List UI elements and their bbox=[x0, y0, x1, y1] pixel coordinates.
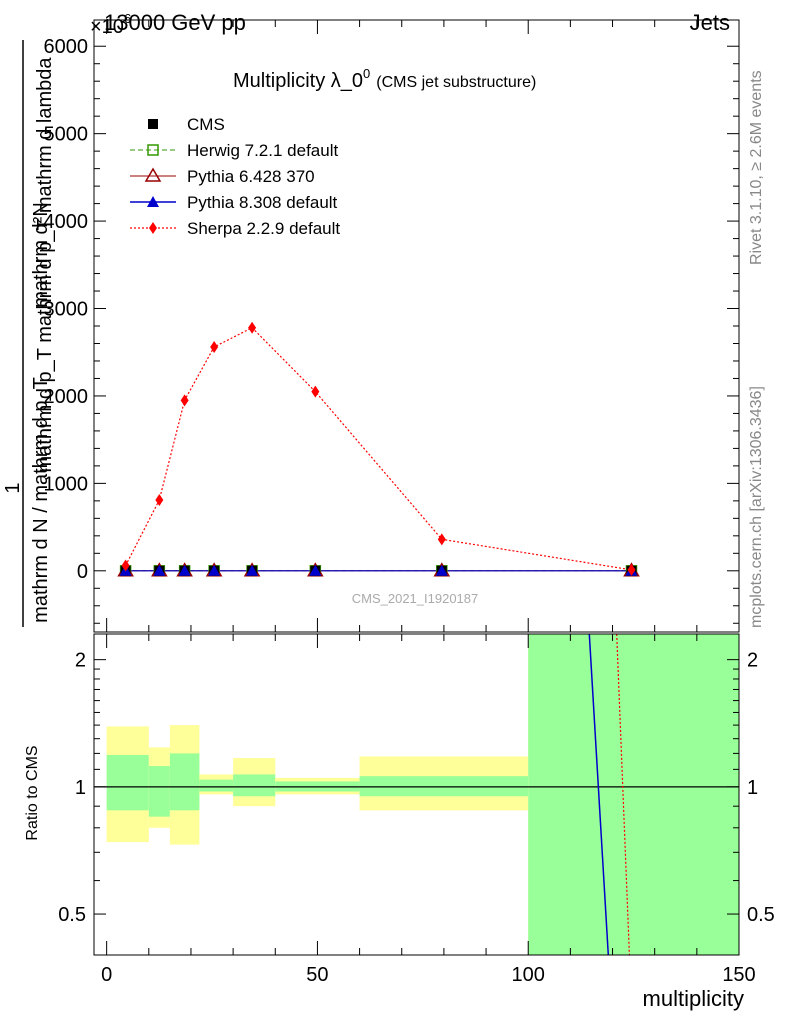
y-exponent-power: 6 bbox=[124, 11, 131, 26]
pythia8-point bbox=[309, 564, 322, 576]
ratio-y-tick-label-right: 1 bbox=[747, 777, 758, 799]
sherpa-point bbox=[121, 559, 130, 572]
legend: CMS Herwig 7.2.1 default Pythia 6.428 370 P… bbox=[130, 115, 340, 238]
energy-label: 13000 GeV pp bbox=[104, 10, 246, 35]
pythia8-point bbox=[153, 564, 166, 576]
pythia8-point bbox=[208, 564, 221, 576]
main-y-tick-label: 3000 bbox=[44, 299, 89, 321]
ratio-lines bbox=[588, 633, 630, 956]
sherpa-point bbox=[437, 533, 446, 546]
chart-title-sup: 0 bbox=[363, 66, 370, 81]
main-frame bbox=[93, 19, 740, 633]
pythia8-point bbox=[246, 564, 259, 576]
legend-label-sherpa: Sherpa 2.2.9 default bbox=[187, 219, 340, 238]
ratio-band-inner bbox=[106, 754, 149, 811]
ratio-panel: 0.5 0.5 1 1 2 2 0 50 100 150 bbox=[58, 20, 775, 986]
main-ylabel-top: mathrm d²N bbox=[30, 202, 52, 308]
ratio-band-inner bbox=[169, 753, 200, 811]
sherpa-point bbox=[627, 563, 636, 576]
sherpa-point bbox=[210, 340, 219, 353]
legend-marker-sherpa bbox=[149, 222, 157, 234]
legend-label-cms: CMS bbox=[187, 115, 225, 134]
mcplots-label: mcplots.cern.ch [arXiv:1306.3436] bbox=[748, 386, 765, 628]
sherpa-line bbox=[125, 326, 632, 571]
x-axis-label: multiplicity bbox=[643, 986, 744, 1011]
ratio-band-inner bbox=[199, 779, 234, 792]
legend-label-pythia8: Pythia 8.308 default bbox=[187, 193, 338, 212]
pythia8-point bbox=[435, 564, 448, 576]
x-tick-label: 50 bbox=[306, 964, 328, 986]
sherpa-point bbox=[311, 385, 320, 398]
rivet-label: Rivet 3.1.10, ≥ 2.6M events bbox=[748, 70, 765, 265]
ratio-bands bbox=[94, 634, 739, 955]
ratio-line-pythia8 bbox=[588, 633, 610, 956]
legend-marker-herwig bbox=[147, 144, 159, 156]
main-y-label: mathrm d²N mathrm d p_T mathrm d p_T mat… bbox=[2, 40, 56, 627]
main-data-layer bbox=[117, 321, 640, 577]
x-tick-label: 100 bbox=[512, 964, 545, 986]
legend-label-pythia6: Pythia 6.428 370 bbox=[187, 167, 315, 186]
sherpa-point bbox=[155, 493, 164, 506]
ratio-band-inner bbox=[528, 634, 739, 955]
legend-marker-pythia8 bbox=[147, 196, 159, 207]
main-y-tick-label: 1000 bbox=[44, 473, 89, 495]
x-tick-label: 0 bbox=[101, 964, 112, 986]
main-panel: 0 1000 2000 3000 4000 5000 6000 Multiplicity λ… bbox=[44, 19, 740, 633]
ratio-frame bbox=[93, 633, 740, 956]
chart-title: Multiplicity λ_00 (CMS jet substructure) bbox=[233, 66, 536, 92]
ratio-band-inner bbox=[148, 766, 170, 817]
main-y-tick-label: 4000 bbox=[44, 211, 89, 233]
ratio-y-tick-label-right: 2 bbox=[747, 650, 758, 672]
ratio-y-tick-label: 0.5 bbox=[58, 904, 86, 926]
main-ylabel-one: 1 bbox=[2, 482, 24, 493]
ratio-ylabel: Ratio to CMS bbox=[24, 745, 41, 840]
process-label: Jets bbox=[690, 10, 730, 35]
ratio-line-sherpa bbox=[616, 633, 630, 956]
sherpa-point bbox=[248, 321, 257, 334]
sherpa-point bbox=[180, 394, 189, 407]
main-y-tick-label: 5000 bbox=[44, 124, 89, 146]
main-y-tick-label: 6000 bbox=[44, 36, 89, 58]
main-y-tick-label: 2000 bbox=[44, 386, 89, 408]
main-y-axis: 0 1000 2000 3000 4000 5000 6000 bbox=[44, 36, 739, 624]
main-ylabel-middle: mathrm d p_T mathrm d p_T mathrm d lambd… bbox=[34, 57, 56, 473]
legend-marker-cms bbox=[148, 119, 158, 129]
ratio-band-inner bbox=[359, 776, 529, 797]
ratio-band-inner bbox=[233, 774, 276, 797]
legend-label-herwig: Herwig 7.2.1 default bbox=[187, 141, 338, 160]
watermark: CMS_2021_I1920187 bbox=[352, 591, 479, 606]
chart-title-main: Multiplicity λ_0 bbox=[233, 70, 363, 92]
legend-marker-pythia6 bbox=[144, 167, 162, 182]
ratio-y-tick-label-right: 0.5 bbox=[747, 904, 775, 926]
main-ylabel-bottom: mathrm d N / mathrm d p_T bbox=[30, 377, 52, 623]
main-y-tick-label: 0 bbox=[77, 561, 88, 583]
x-tick-label: 150 bbox=[722, 964, 755, 986]
ratio-y-tick-label: 1 bbox=[75, 777, 86, 799]
chart-title-suffix: (CMS jet substructure) bbox=[376, 74, 536, 91]
pythia8-point bbox=[178, 564, 191, 576]
ratio-y-tick-label: 2 bbox=[75, 650, 86, 672]
ratio-axes: 0.5 0.5 1 1 2 2 0 50 100 150 bbox=[58, 20, 775, 986]
